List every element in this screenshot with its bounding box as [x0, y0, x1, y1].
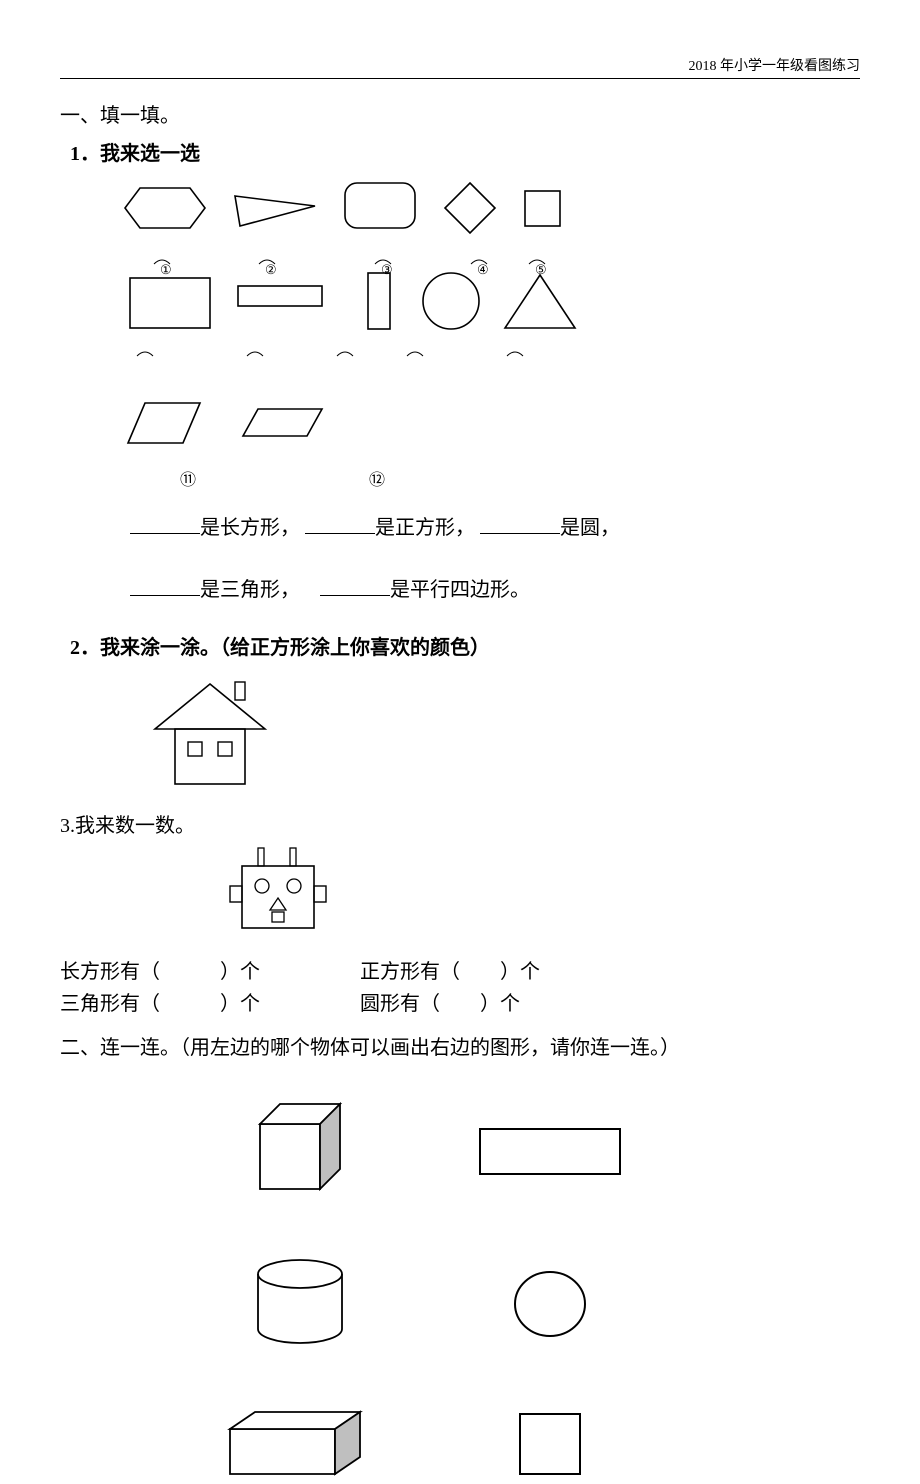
rect-2-shape [235, 283, 325, 313]
hexagon-shape [120, 178, 210, 238]
section2-title: 二、连一连。（用左边的哪个物体可以画出右边的图形，请你连一连。） [60, 1032, 860, 1064]
count-triangle: 三角形有（ ）个 [60, 993, 260, 1015]
label-12: ⑫ [369, 472, 385, 489]
blank-triangle[interactable] [130, 574, 200, 596]
q3-robot [220, 846, 860, 956]
rounded-rect-shape [340, 178, 420, 233]
blank-parallelogram[interactable] [320, 574, 390, 596]
q1-shapes: ① ② ③ ④ ⑤ [120, 178, 720, 398]
cube-3d-shape [240, 1094, 360, 1204]
rect-outline-shape [475, 1119, 625, 1179]
circle-outline-shape [505, 1264, 595, 1344]
arc-1-icon [152, 256, 172, 266]
parallelogram-11-shape [125, 398, 205, 448]
is-circle-text: 是圆， [560, 517, 620, 539]
q3-counts: 长方形有（ ）个 正方形有（ ）个 三角形有（ ）个 圆形有（ ）个 [60, 956, 860, 1020]
parallelogram-12-shape [240, 406, 325, 440]
pennant-triangle-shape [230, 188, 320, 238]
count-square: 正方形有（ ）个 [360, 961, 540, 983]
pair-3 [150, 1404, 860, 1484]
square-outline-shape [510, 1404, 590, 1484]
blank-rect[interactable] [130, 512, 200, 534]
q3-title: 3.我来数一数。 [60, 810, 860, 842]
pair-2 [150, 1254, 860, 1354]
section1-title: 一、填一填。 [60, 100, 860, 132]
count-rect: 长方形有（ ）个 [60, 961, 260, 983]
cylinder-3d-shape [245, 1254, 355, 1354]
is-triangle-text: 是三角形， [200, 579, 300, 601]
diamond-shape [440, 178, 500, 238]
q2-house [150, 674, 860, 804]
q1-title: 1．我来选一选 [70, 138, 860, 170]
header-text: 2018 年小学一年级看图练习 [689, 55, 861, 75]
arc-10-icon [505, 348, 525, 358]
q2-title: 2．我来涂一涂。（给正方形涂上你喜欢的颜色） [70, 632, 860, 664]
arc-4-icon [469, 256, 489, 266]
section2-pairs [150, 1094, 860, 1484]
rect-1-shape [125, 273, 215, 333]
cuboid-3d-shape [220, 1404, 380, 1484]
is-parallelogram-text: 是平行四边形。 [390, 579, 530, 601]
arc-7-icon [245, 348, 265, 358]
content: 一、填一填。 1．我来选一选 ① ② [60, 100, 860, 1484]
blank-circle[interactable] [480, 512, 560, 534]
labels-11-12: ⑪ ⑫ [180, 468, 860, 494]
is-square-text: 是正方形， [375, 517, 475, 539]
label-11: ⑪ [180, 472, 196, 489]
arc-6-icon [135, 348, 155, 358]
triangle-5-shape [500, 270, 580, 332]
blank-square[interactable] [305, 512, 375, 534]
robot-shape [220, 846, 340, 946]
circle-4-shape [420, 270, 482, 332]
q1-answers: 是长方形， 是正方形， 是圆， 是三角形， 是平行四边形。 [130, 504, 860, 614]
count-circle: 圆形有（ ）个 [360, 993, 520, 1015]
is-rect-text: 是长方形， [200, 517, 300, 539]
q1-shapes-row3 [120, 398, 720, 468]
house-shape [150, 674, 280, 794]
arc-2-icon [257, 256, 277, 266]
arc-8-icon [335, 348, 355, 358]
arc-5-icon [527, 256, 547, 266]
arc-9-icon [405, 348, 425, 358]
small-square-shape [520, 186, 565, 231]
pair-1 [150, 1094, 860, 1204]
header-rule [60, 78, 860, 79]
arc-3-icon [373, 256, 393, 266]
page: 2018 年小学一年级看图练习 一、填一填。 1．我来选一选 ① [0, 0, 920, 1302]
tall-rect-shape [365, 270, 395, 332]
